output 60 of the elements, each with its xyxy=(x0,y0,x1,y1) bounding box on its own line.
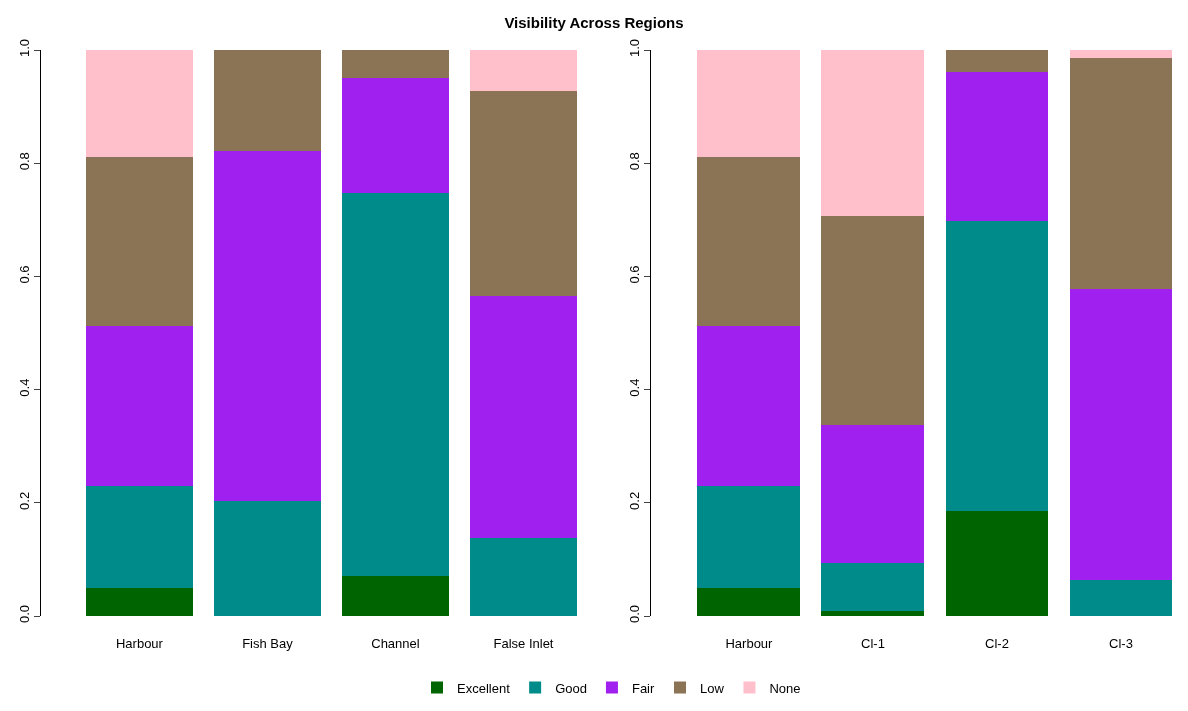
bar xyxy=(697,325,801,486)
bar xyxy=(86,587,193,616)
bar xyxy=(697,587,801,616)
legend-label: Fair xyxy=(631,680,656,696)
bar xyxy=(945,511,1049,616)
y-tick-label: 0.8 xyxy=(627,152,643,171)
bar xyxy=(821,215,925,426)
x-tick-label: Fish Bay xyxy=(242,636,294,651)
bar xyxy=(1069,288,1173,581)
y-tick-label: 0.0 xyxy=(627,605,643,624)
y-tick-label: 0.8 xyxy=(16,152,32,171)
x-tick-label: Harbour xyxy=(115,636,164,651)
x-tick-label: Cl-1 xyxy=(861,636,885,651)
bar xyxy=(342,576,449,616)
y-tick-label: 0.2 xyxy=(627,491,643,510)
bar xyxy=(86,156,193,326)
y-tick-label: 0.4 xyxy=(16,378,32,397)
bar xyxy=(470,90,577,297)
y-tick-label: 0.6 xyxy=(16,265,32,284)
bar xyxy=(945,220,1049,512)
bar xyxy=(1069,580,1173,616)
y-tick-label: 0.4 xyxy=(627,378,643,397)
legend-label: Excellent xyxy=(457,680,511,696)
bar xyxy=(86,325,193,486)
x-tick-label: Cl-2 xyxy=(985,636,1009,651)
y-tick-label: 1.0 xyxy=(627,39,643,58)
bar xyxy=(470,296,577,539)
bar xyxy=(342,50,449,79)
bar xyxy=(342,78,449,193)
bar xyxy=(1069,58,1173,289)
legend-label: Low xyxy=(700,680,725,696)
bar xyxy=(945,50,1049,73)
bar xyxy=(945,72,1049,221)
bar xyxy=(697,485,801,588)
bar xyxy=(470,538,577,616)
bar xyxy=(214,50,321,151)
bar xyxy=(86,50,193,157)
bar xyxy=(470,50,577,91)
bar xyxy=(821,425,925,564)
bar xyxy=(821,563,925,611)
y-tick-label: 0.6 xyxy=(627,265,643,284)
y-tick-label: 0.0 xyxy=(16,605,32,624)
bar xyxy=(697,50,801,157)
bar xyxy=(697,156,801,326)
y-tick-label: 0.2 xyxy=(16,491,32,510)
legend-label: None xyxy=(769,680,801,696)
x-tick-label: False Inlet xyxy=(493,636,554,651)
y-tick-label: 1.0 xyxy=(16,39,32,58)
bar xyxy=(1069,50,1173,59)
x-tick-label: Channel xyxy=(371,636,420,651)
bar xyxy=(86,485,193,588)
bar xyxy=(214,150,321,501)
bar xyxy=(342,192,449,577)
bar xyxy=(821,610,925,616)
x-tick-label: Cl-3 xyxy=(1109,636,1133,651)
x-tick-label: Harbour xyxy=(725,636,774,651)
bar xyxy=(214,500,321,616)
bar xyxy=(821,50,925,216)
chart-title: Visibility Across Regions xyxy=(504,14,684,32)
legend-label: Good xyxy=(555,680,587,696)
